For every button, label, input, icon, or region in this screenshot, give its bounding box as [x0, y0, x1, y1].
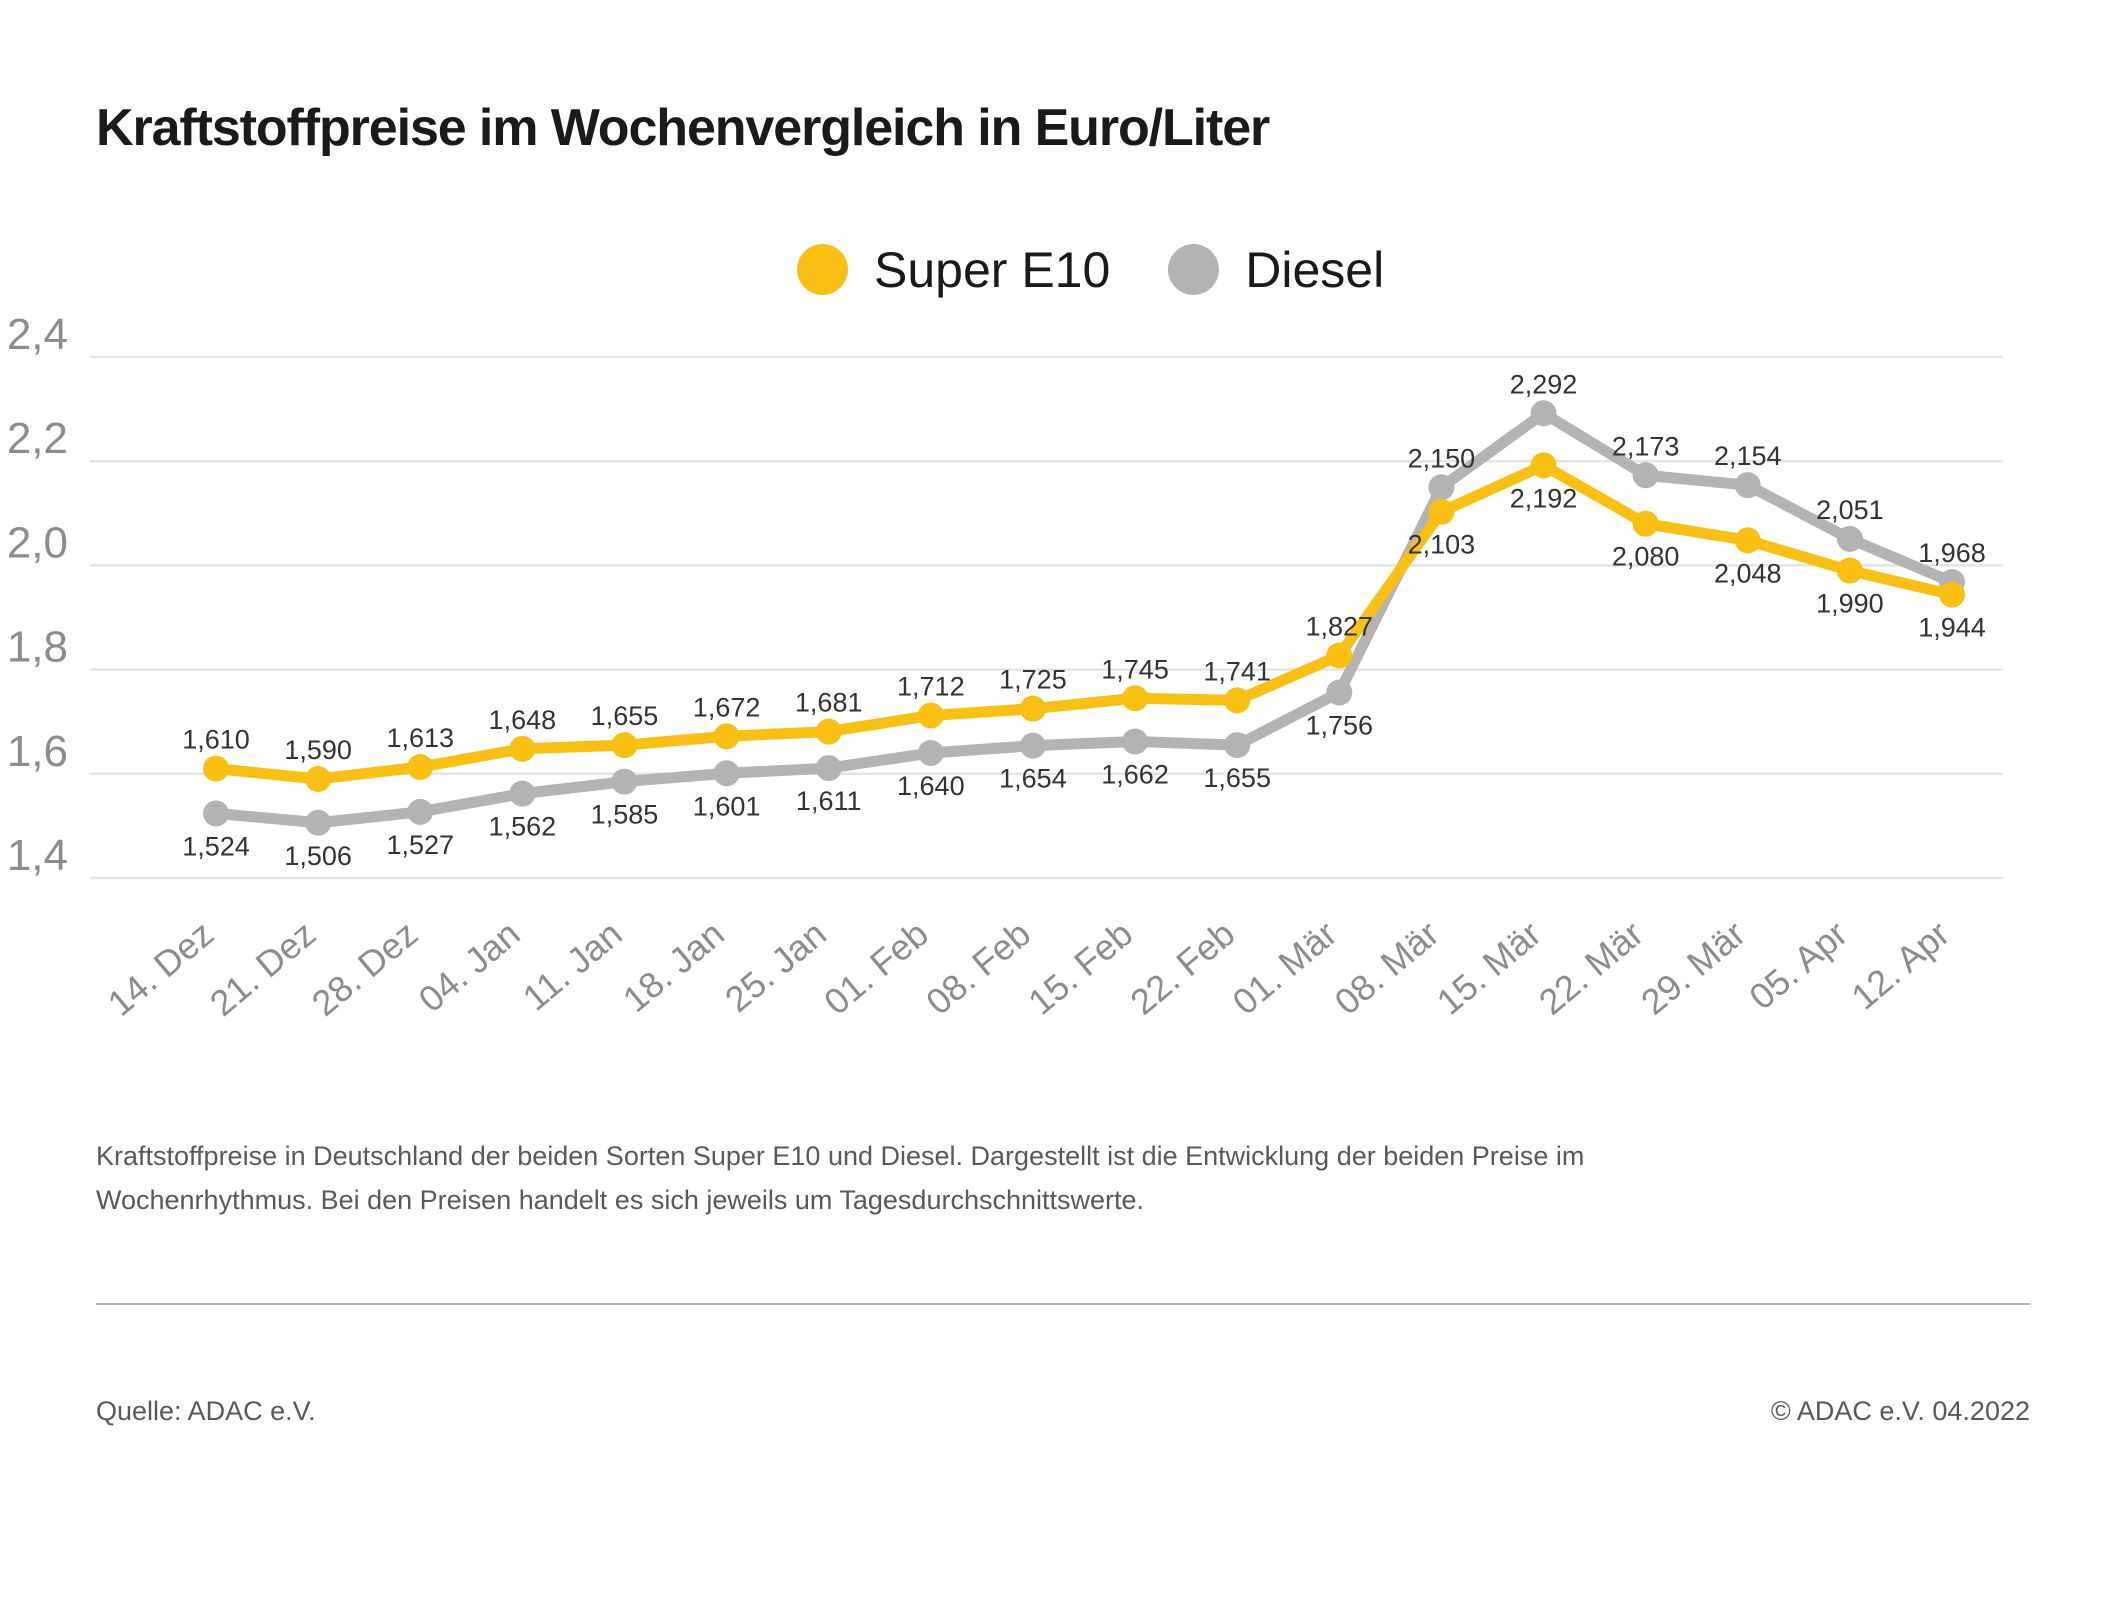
- svg-text:1,601: 1,601: [693, 791, 761, 821]
- svg-text:1,672: 1,672: [693, 692, 761, 722]
- svg-text:15. Feb: 15. Feb: [1020, 913, 1140, 1023]
- svg-text:2,4: 2,4: [7, 310, 68, 359]
- svg-text:15. Mär: 15. Mär: [1429, 913, 1549, 1023]
- svg-text:1,527: 1,527: [386, 830, 454, 860]
- svg-text:1,524: 1,524: [182, 831, 250, 861]
- svg-text:2,150: 2,150: [1408, 443, 1476, 473]
- svg-text:1,655: 1,655: [591, 701, 659, 731]
- svg-text:08. Mär: 08. Mär: [1327, 913, 1447, 1023]
- svg-text:2,0: 2,0: [7, 518, 68, 567]
- svg-text:1,6: 1,6: [7, 727, 68, 776]
- svg-text:1,640: 1,640: [897, 771, 965, 801]
- svg-text:1,944: 1,944: [1918, 613, 1986, 643]
- svg-text:2,2: 2,2: [7, 414, 68, 463]
- svg-text:1,756: 1,756: [1306, 711, 1374, 741]
- svg-text:1,654: 1,654: [999, 764, 1067, 794]
- svg-text:2,080: 2,080: [1612, 542, 1680, 572]
- svg-text:1,648: 1,648: [489, 705, 557, 735]
- svg-text:1,681: 1,681: [795, 688, 863, 718]
- svg-text:2,192: 2,192: [1510, 483, 1578, 513]
- svg-text:2,103: 2,103: [1408, 530, 1476, 560]
- svg-text:21. Dez: 21. Dez: [202, 913, 323, 1024]
- svg-text:1,741: 1,741: [1203, 656, 1271, 686]
- svg-text:1,725: 1,725: [999, 665, 1067, 695]
- svg-text:2,154: 2,154: [1714, 441, 1782, 471]
- svg-text:1,562: 1,562: [489, 812, 557, 842]
- svg-text:2,051: 2,051: [1816, 495, 1884, 525]
- svg-text:2,173: 2,173: [1612, 431, 1680, 461]
- svg-text:29. Mär: 29. Mär: [1633, 913, 1753, 1023]
- svg-text:11. Jan: 11. Jan: [515, 913, 630, 1019]
- svg-text:1,611: 1,611: [796, 786, 862, 816]
- svg-text:1,610: 1,610: [182, 725, 250, 755]
- svg-text:1,655: 1,655: [1203, 763, 1271, 793]
- svg-text:1,613: 1,613: [386, 723, 454, 753]
- svg-text:12. Apr: 12. Apr: [1843, 913, 1957, 1018]
- svg-text:2,292: 2,292: [1510, 369, 1578, 399]
- svg-text:1,990: 1,990: [1816, 589, 1884, 619]
- svg-text:1,590: 1,590: [284, 735, 352, 765]
- svg-text:1,745: 1,745: [1101, 654, 1169, 684]
- svg-text:08. Feb: 08. Feb: [918, 913, 1038, 1023]
- svg-text:18. Jan: 18. Jan: [615, 913, 732, 1020]
- svg-text:1,662: 1,662: [1101, 760, 1169, 790]
- svg-text:1,506: 1,506: [284, 841, 352, 871]
- svg-text:1,4: 1,4: [7, 831, 68, 880]
- svg-text:1,968: 1,968: [1918, 538, 1986, 568]
- svg-text:01. Mär: 01. Mär: [1225, 913, 1345, 1023]
- svg-text:28. Dez: 28. Dez: [304, 913, 425, 1024]
- svg-text:22. Feb: 22. Feb: [1122, 913, 1242, 1023]
- svg-text:2,048: 2,048: [1714, 558, 1782, 588]
- svg-text:1,8: 1,8: [7, 623, 68, 672]
- svg-text:22. Mär: 22. Mär: [1531, 913, 1651, 1023]
- svg-text:25. Jan: 25. Jan: [717, 913, 834, 1020]
- svg-text:14. Dez: 14. Dez: [100, 913, 221, 1024]
- svg-text:05. Apr: 05. Apr: [1741, 913, 1855, 1018]
- svg-text:1,585: 1,585: [591, 800, 659, 830]
- svg-text:1,827: 1,827: [1306, 612, 1374, 642]
- svg-text:04. Jan: 04. Jan: [411, 913, 528, 1020]
- svg-text:1,712: 1,712: [897, 671, 965, 701]
- svg-text:01. Feb: 01. Feb: [816, 913, 936, 1023]
